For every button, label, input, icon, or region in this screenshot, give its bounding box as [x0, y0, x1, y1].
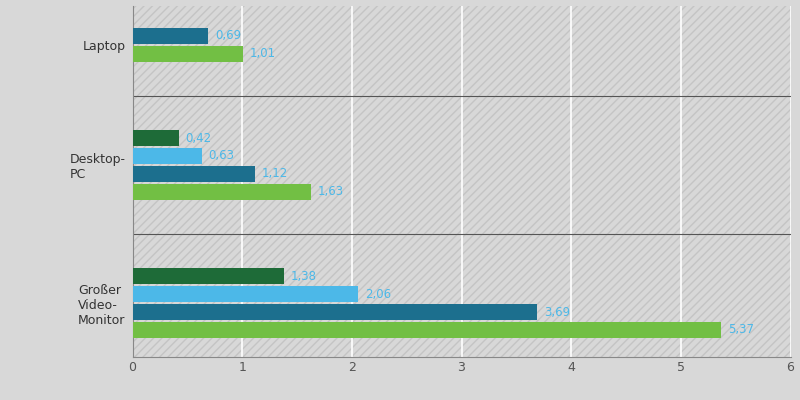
- Text: 1,38: 1,38: [290, 270, 317, 283]
- Bar: [133, 28, 208, 44]
- Bar: [133, 268, 284, 284]
- Bar: [133, 286, 358, 302]
- Text: 1,63: 1,63: [318, 186, 344, 198]
- Bar: [133, 130, 178, 146]
- Text: 0,42: 0,42: [185, 132, 211, 144]
- Bar: [133, 304, 537, 320]
- Bar: [133, 148, 202, 164]
- Bar: [133, 166, 255, 182]
- Text: 0,63: 0,63: [208, 150, 234, 162]
- Bar: [133, 184, 311, 200]
- Text: 3,69: 3,69: [544, 306, 570, 318]
- Text: 1,12: 1,12: [262, 168, 288, 180]
- Bar: [133, 322, 722, 338]
- Bar: [133, 46, 243, 62]
- Text: 5,37: 5,37: [728, 324, 754, 336]
- Text: 1,01: 1,01: [250, 47, 276, 60]
- Text: 0,69: 0,69: [214, 29, 241, 42]
- Text: 2,06: 2,06: [365, 288, 391, 300]
